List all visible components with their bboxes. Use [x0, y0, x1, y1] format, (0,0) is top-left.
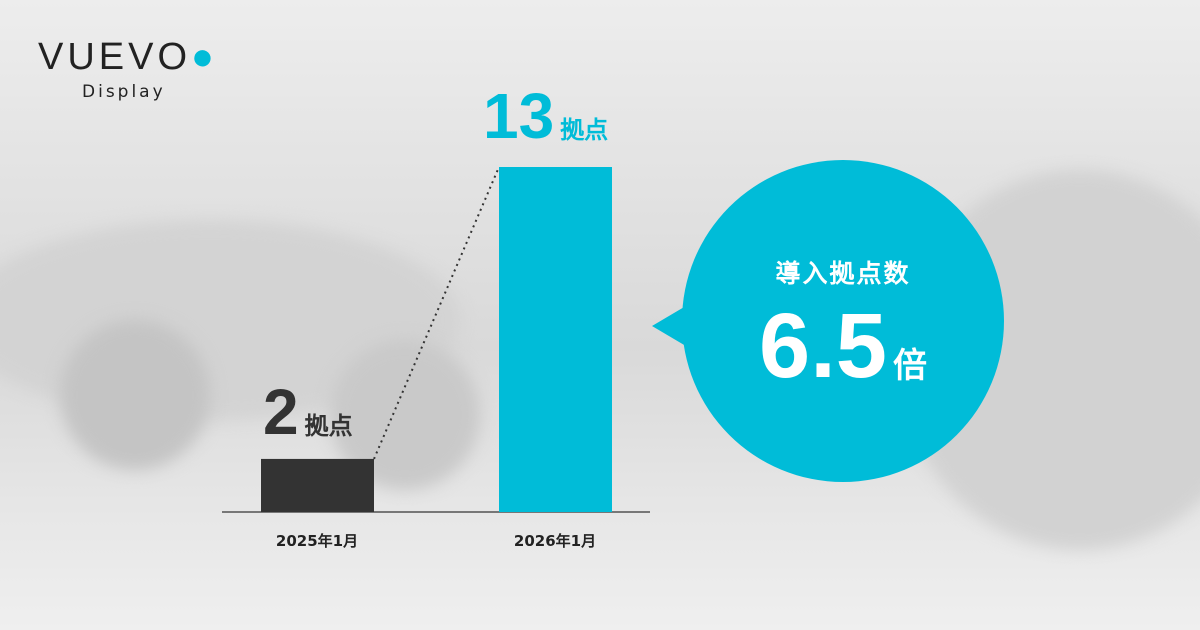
growth-callout-bubble: 導入拠点数 6.5 倍	[682, 160, 1004, 482]
vuevo-display-logo: VUEVO● Display	[38, 36, 218, 102]
value-label-2026: 13 拠点	[483, 80, 609, 152]
value-label-2025: 2 拠点	[263, 375, 353, 448]
category-label-2025: 2025年1月	[275, 532, 359, 550]
callout-label: 導入拠点数	[775, 259, 911, 288]
bar-0	[261, 458, 374, 512]
category-label-2026: 2026年1月	[513, 532, 597, 550]
bar-1	[499, 167, 612, 512]
dotted-connector-line	[373, 166, 500, 460]
callout-unit: 倍	[892, 346, 927, 386]
background-wheel	[60, 320, 210, 470]
callout-value: 6.5	[759, 295, 887, 397]
